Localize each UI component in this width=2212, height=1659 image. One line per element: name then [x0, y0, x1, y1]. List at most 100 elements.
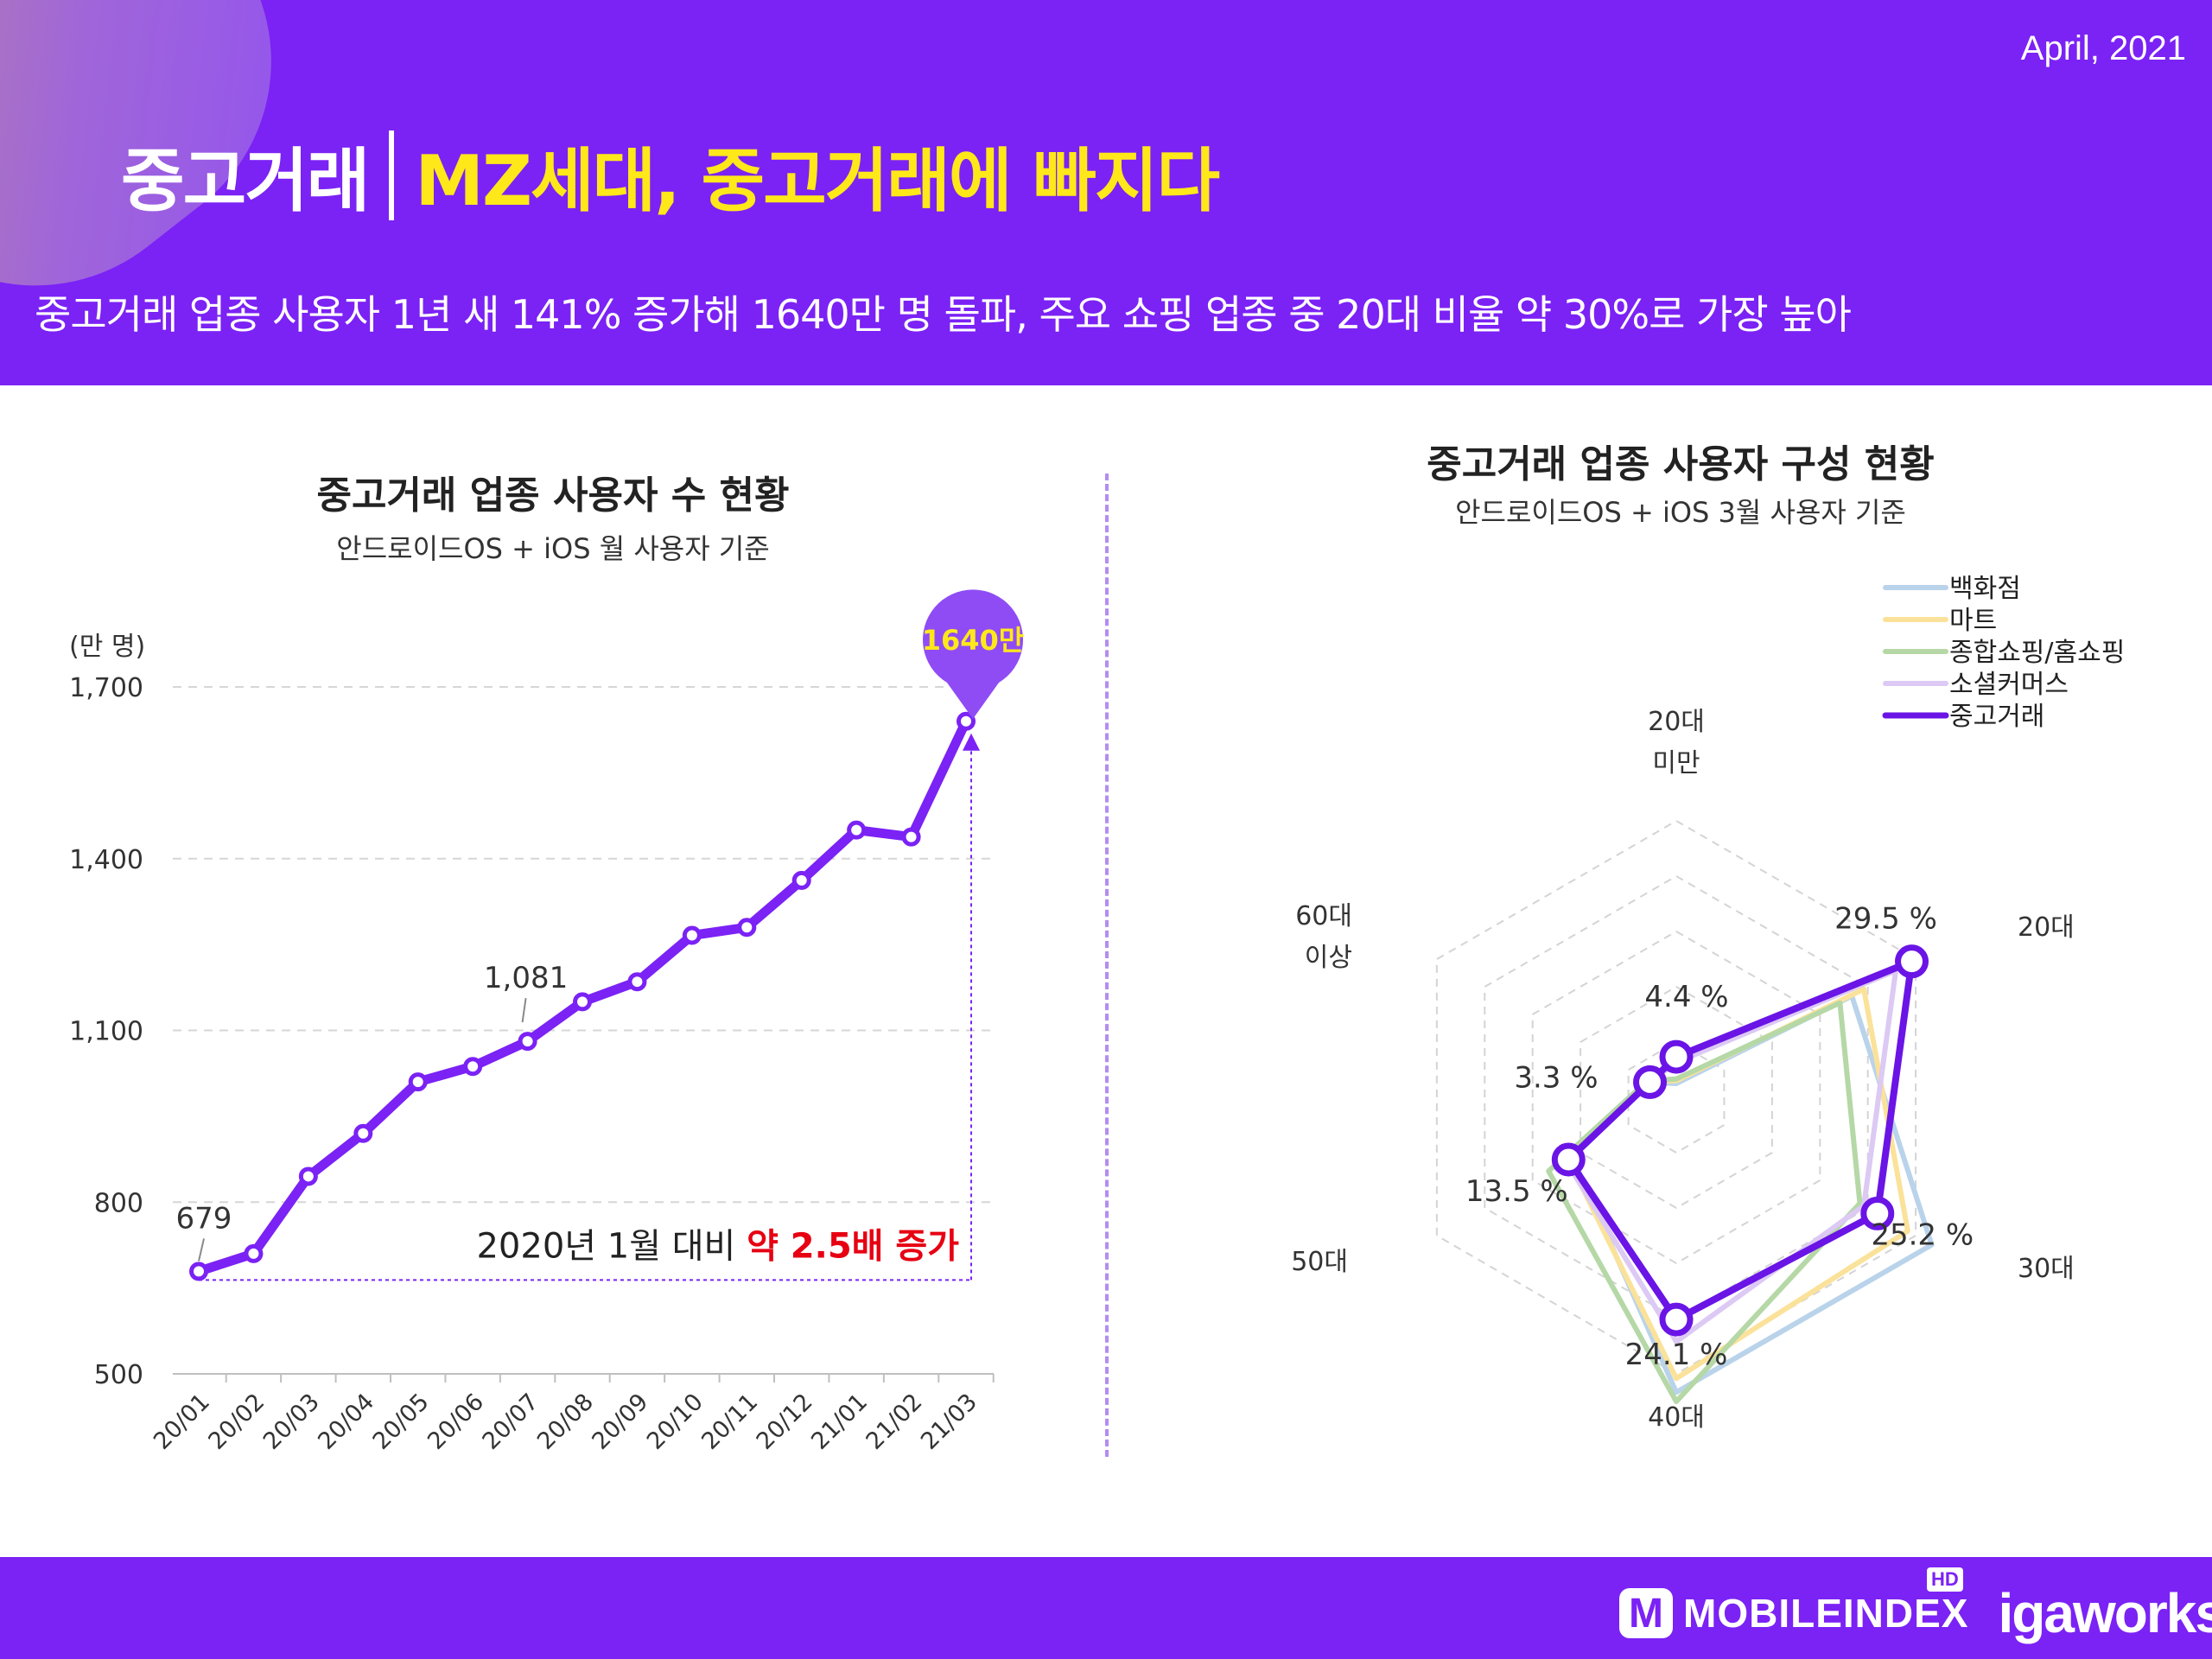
x-tick-label: 20/08	[532, 1389, 599, 1455]
radar-axis-label: 50대	[1291, 1247, 1348, 1277]
legend-label: 백화점	[1949, 574, 2021, 604]
x-tick-label: 20/05	[368, 1389, 435, 1455]
x-tick-label: 20/12	[752, 1389, 818, 1455]
radar-axis-label: 20대	[2018, 912, 2075, 943]
radar-chart-title: 중고거래 업종 사용자 구성 현황	[1427, 442, 1935, 486]
x-tick-label: 21/03	[916, 1389, 982, 1455]
data-label-mid: 1,081	[484, 961, 568, 995]
footer-bar: M MOBILEINDEX HD igaworks	[0, 1557, 2212, 1659]
x-tick-label: 20/09	[587, 1389, 653, 1455]
y-unit-label: (만 명)	[69, 632, 145, 662]
header-banner: April, 2021 중고거래 MZ세대, 중고거래에 빠지다 중고거래 업종…	[0, 0, 2212, 385]
y-tick-label: 1,400	[69, 845, 143, 875]
line-chart-subtitle: 안드로이드OS + iOS 월 사용자 기준	[336, 532, 769, 565]
legend-label: 중고거래	[1949, 702, 2044, 732]
radar-chart: 중고거래 업종 사용자 구성 현황 안드로이드OS + iOS 3월 사용자 기…	[1291, 442, 2125, 1433]
growth-callout-highlight: 약 2.5배 증가	[747, 1226, 959, 1266]
x-tick-label: 21/01	[806, 1389, 873, 1455]
page-title: 중고거래 MZ세대, 중고거래에 빠지다	[121, 128, 1220, 223]
radar-point	[1895, 944, 1929, 979]
data-label-mid-leader	[521, 997, 527, 1023]
data-point	[901, 827, 921, 847]
data-label-first-leader	[198, 1238, 205, 1262]
y-tick-label: 800	[94, 1188, 143, 1218]
line-chart: 중고거래 업종 사용자 수 현황 안드로이드OS + iOS 월 사용자 기준 …	[69, 474, 1025, 1455]
legend-label: 마트	[1949, 606, 1997, 636]
data-point	[682, 925, 702, 945]
x-tick-label: 20/03	[258, 1389, 325, 1455]
radar-value-labels: 4.4 % 29.5 % 25.2 % 24.1 % 13.5 % 3.3 %	[1465, 902, 1974, 1372]
x-tick-label: 20/11	[696, 1389, 763, 1455]
radar-axis-label: 40대	[1648, 1402, 1705, 1433]
y-tick-label: 500	[94, 1360, 143, 1390]
title-separator	[389, 130, 395, 220]
x-tick-label: 20/02	[203, 1389, 270, 1455]
y-tick-label: 1,100	[69, 1017, 143, 1047]
line-chart-grid	[173, 686, 994, 1375]
x-tick-label: 21/02	[861, 1389, 928, 1455]
radar-point	[1659, 1039, 1694, 1074]
growth-guide	[199, 733, 980, 1281]
x-tick-label: 20/04	[313, 1389, 379, 1455]
legend-label: 소셜커머스	[1949, 670, 2069, 700]
section-divider	[1105, 474, 1109, 1457]
radar-value-label: 13.5 %	[1465, 1174, 1568, 1209]
data-point	[791, 870, 811, 890]
data-point	[189, 1262, 208, 1281]
radar-ring	[1580, 985, 1773, 1210]
headline: MZ세대, 중고거래에 빠지다	[415, 141, 1220, 221]
x-tick-label: 20/06	[423, 1389, 489, 1455]
peak-bubble	[922, 589, 1023, 719]
data-point	[737, 918, 757, 938]
radar-point	[1633, 1065, 1668, 1099]
peak-bubble-label: 1640만	[922, 624, 1025, 657]
data-point	[298, 1166, 318, 1186]
radar-chart-subtitle: 안드로이드OS + iOS 3월 사용자 기준	[1455, 496, 1906, 529]
radar-value-label: 24.1 %	[1625, 1338, 1728, 1372]
line-chart-y-axis: 500 800 1,100 1,400 1,700	[69, 673, 143, 1390]
line-chart-title: 중고거래 업종 사용자 수 현황	[316, 474, 789, 518]
radar-axis-label-line2: 미만	[1652, 748, 1700, 779]
data-label-first: 679	[176, 1201, 232, 1236]
radar-value-label: 29.5 %	[1834, 902, 1937, 937]
data-point	[463, 1057, 483, 1077]
x-tick-label: 20/10	[642, 1389, 709, 1455]
radar-series-3	[1563, 968, 1898, 1344]
radar-points	[1551, 944, 1929, 1337]
category-label: 중고거래	[121, 141, 370, 221]
legend-label: 종합쇼핑/홈쇼핑	[1949, 638, 2125, 668]
radar-axis-label: 30대	[2018, 1254, 2075, 1284]
radar-axis-label-line2: 이상	[1305, 943, 1352, 973]
data-point	[408, 1072, 428, 1092]
data-point	[627, 972, 647, 992]
radar-point	[1659, 1302, 1694, 1337]
x-tick-label: 20/01	[149, 1389, 215, 1455]
page-subtitle: 중고거래 업종 사용자 1년 새 141% 증가해 1640만 명 돌파, 주요…	[35, 291, 1852, 338]
data-point	[518, 1032, 537, 1052]
radar-value-label: 3.3 %	[1514, 1060, 1598, 1095]
igaworks-logo: igaworks	[1998, 1582, 2212, 1644]
x-tick-label: 20/07	[478, 1389, 544, 1455]
y-tick-label: 1,700	[69, 673, 143, 703]
data-point	[573, 992, 592, 1012]
radar-point	[1551, 1142, 1586, 1177]
data-point	[353, 1123, 373, 1143]
data-point	[957, 711, 976, 731]
guide-arrowhead	[963, 733, 980, 751]
report-date: April, 2021	[2020, 29, 2186, 67]
line-chart-x-axis: 20/0120/0220/0320/0420/0520/0620/0720/08…	[149, 1374, 995, 1455]
growth-callout-prefix: 2020년 1월 대비	[476, 1226, 747, 1266]
radar-value-label: 4.4 %	[1644, 980, 1728, 1014]
hd-badge: HD	[1927, 1567, 1963, 1592]
data-point	[847, 820, 867, 840]
line-chart-points	[189, 711, 976, 1281]
radar-point	[1860, 1196, 1895, 1230]
mobileindex-wordmark: MOBILEINDEX	[1683, 1591, 1969, 1636]
mobileindex-logo-icon: M	[1619, 1588, 1673, 1638]
growth-callout: 2020년 1월 대비 약 2.5배 증가	[476, 1226, 959, 1266]
radar-value-label: 25.2 %	[1871, 1217, 1974, 1252]
radar-axis-label: 20대	[1648, 707, 1705, 737]
data-point	[244, 1243, 264, 1263]
